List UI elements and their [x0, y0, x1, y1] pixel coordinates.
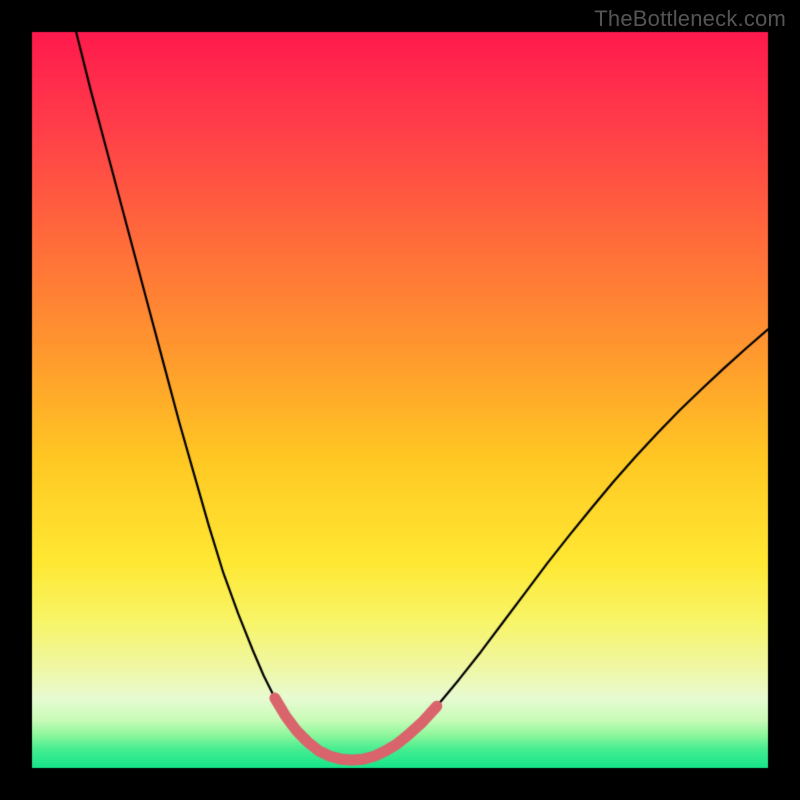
bottleneck-chart — [0, 0, 800, 800]
watermark-text: TheBottleneck.com — [594, 6, 786, 32]
